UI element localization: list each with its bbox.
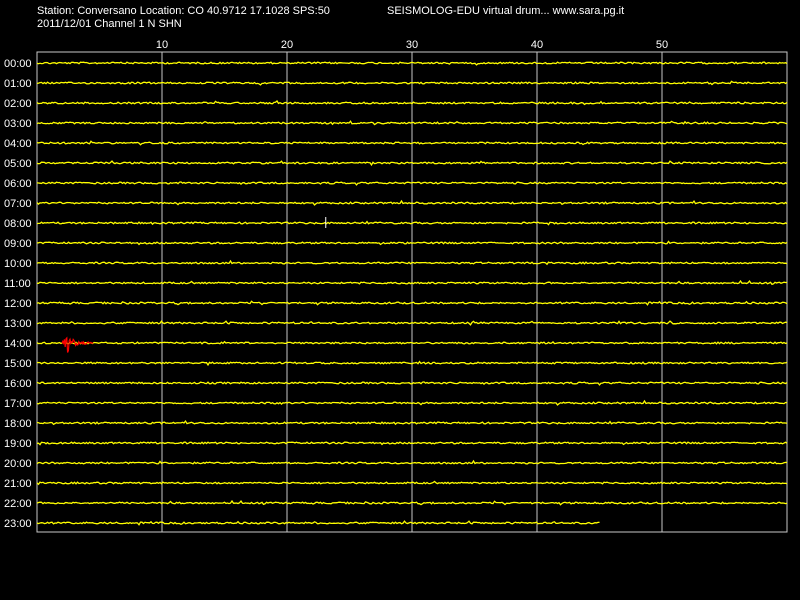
minute-tick-label: 40 (531, 39, 543, 51)
hour-label: 21:00 (4, 478, 32, 490)
hour-label: 02:00 (4, 98, 32, 110)
trace-row (37, 279, 787, 286)
trace-row (36, 480, 788, 486)
trace-row (36, 360, 788, 367)
minute-tick-label: 10 (156, 39, 168, 51)
trace-row (36, 80, 788, 86)
hour-label: 20:00 (4, 458, 32, 470)
hour-label: 23:00 (4, 518, 32, 530)
trace-row (36, 399, 788, 406)
date-channel-info: 2011/12/01 Channel 1 N SHN (37, 18, 182, 30)
hour-label: 08:00 (4, 218, 32, 230)
hour-label: 15:00 (4, 358, 32, 370)
hour-label: 12:00 (4, 298, 32, 310)
trace-row (36, 520, 600, 526)
minute-ticks: 10 20 30 40 50 (156, 39, 668, 51)
hour-label: 16:00 (4, 378, 32, 390)
hour-label: 09:00 (4, 238, 32, 250)
minute-tick-label: 30 (406, 39, 418, 51)
trace-row (36, 100, 788, 106)
hour-label: 04:00 (4, 138, 32, 150)
seismic-traces (36, 61, 788, 526)
hour-labels: 00:00 01:00 02:00 03:00 04:00 05:00 06:00 07:00… (4, 58, 32, 530)
hour-label: 01:00 (4, 78, 32, 90)
trace-row (36, 459, 788, 465)
hour-label: 22:00 (4, 498, 32, 510)
hour-label: 06:00 (4, 178, 32, 190)
hour-label: 14:00 (4, 338, 32, 350)
trace-row (36, 259, 788, 266)
hour-label: 05:00 (4, 158, 32, 170)
trace-row (36, 381, 788, 386)
hour-label: 18:00 (4, 418, 32, 430)
trace-row (36, 441, 788, 446)
hour-label: 13:00 (4, 318, 32, 330)
hour-label: 11:00 (4, 278, 31, 290)
trace-row (36, 181, 788, 186)
trace-row (36, 160, 788, 167)
hour-label: 10:00 (4, 258, 32, 270)
trace-row (36, 240, 788, 246)
hour-label: 00:00 (4, 58, 32, 70)
trace-row (36, 320, 788, 326)
trace-row (36, 140, 788, 146)
minute-tick-label: 50 (656, 39, 668, 51)
trace-row (36, 220, 788, 226)
seismic-event-trace (61, 336, 94, 353)
trace-row (36, 61, 788, 66)
hour-label: 17:00 (4, 398, 32, 410)
hour-label: 07:00 (4, 198, 32, 210)
trace-row (36, 499, 788, 506)
trace-row (36, 199, 788, 206)
trace-row (36, 419, 788, 426)
trace-row (36, 300, 788, 306)
program-title: SEISMOLOG-EDU virtual drum... www.sara.p… (387, 5, 625, 17)
station-info: Station: Conversano Location: CO 40.9712… (37, 5, 330, 17)
trace-row (36, 340, 788, 345)
minute-tick-label: 20 (281, 39, 293, 51)
drum-grid (36, 51, 788, 533)
hour-label: 03:00 (4, 118, 32, 130)
trace-row (36, 120, 788, 126)
hour-label: 19:00 (4, 438, 32, 450)
